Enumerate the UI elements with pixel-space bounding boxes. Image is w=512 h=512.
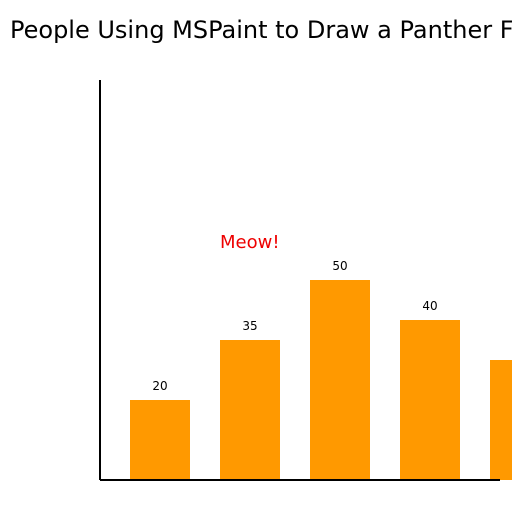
bar-5 bbox=[490, 360, 512, 480]
bar-3 bbox=[310, 280, 370, 480]
data-labels-layer: 20 35 50 40 bbox=[152, 259, 437, 393]
bar-2 bbox=[220, 340, 280, 480]
data-label-2: 35 bbox=[242, 319, 257, 333]
data-label-3: 50 bbox=[332, 259, 347, 273]
chart-annotation: Meow! bbox=[220, 232, 280, 253]
chart-title: People Using MSPaint to Draw a Panther F bbox=[10, 16, 512, 44]
bar-1 bbox=[130, 400, 190, 480]
bars-layer bbox=[130, 280, 512, 480]
bar-4 bbox=[400, 320, 460, 480]
data-label-1: 20 bbox=[152, 379, 167, 393]
data-label-4: 40 bbox=[422, 299, 437, 313]
